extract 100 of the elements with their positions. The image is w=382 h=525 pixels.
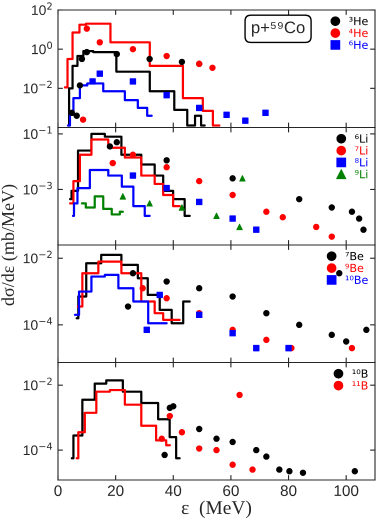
point <box>163 52 170 60</box>
point <box>170 403 176 410</box>
point <box>196 285 202 292</box>
point <box>285 344 292 352</box>
point <box>156 292 163 298</box>
y-tick-label: 10$^{−4}$ <box>24 442 52 456</box>
point <box>114 50 120 58</box>
point <box>263 208 270 215</box>
point <box>262 110 269 116</box>
y-axis-title: dσ/dε (mb/MeV) <box>1 184 18 306</box>
x-tick-label: 80 <box>280 485 296 496</box>
point <box>114 139 120 146</box>
annotation: p+⁵⁹Co <box>252 21 305 37</box>
point <box>84 25 90 32</box>
y-tick-label: 10$^{−2}$ <box>24 378 52 390</box>
point <box>348 208 356 215</box>
point <box>352 468 358 474</box>
point <box>110 160 116 166</box>
point <box>78 56 86 62</box>
legend-label: ⁶He <box>349 40 368 49</box>
legend-label: ⁴He <box>349 28 368 38</box>
y-tick-label: 10$^{−1}$ <box>24 126 52 139</box>
point <box>356 215 362 222</box>
point <box>178 429 186 436</box>
point <box>96 70 103 77</box>
legend-label: ⁸Li <box>355 158 368 166</box>
point <box>178 58 186 66</box>
point <box>223 112 230 118</box>
point <box>242 117 249 124</box>
point <box>161 452 168 458</box>
legend-label: ⁹Be <box>345 264 364 272</box>
point <box>253 344 260 352</box>
point <box>263 310 270 316</box>
point <box>89 78 96 85</box>
point <box>68 110 76 116</box>
point <box>229 438 236 446</box>
point <box>328 332 335 338</box>
point <box>280 214 286 220</box>
point <box>158 436 165 442</box>
point <box>163 295 170 302</box>
point <box>263 453 270 460</box>
point <box>209 64 216 71</box>
point <box>342 338 350 345</box>
y-tick-label: 10$^{−2}$ <box>24 250 52 264</box>
point <box>229 293 236 300</box>
point <box>120 193 126 200</box>
point <box>296 196 302 202</box>
legend-label: ¹⁰Be <box>346 276 368 284</box>
point <box>124 303 132 310</box>
y-tick-label: 10$^{2}$ <box>32 2 52 16</box>
point <box>196 426 202 432</box>
point <box>249 466 256 473</box>
x-tick-label: 0 <box>54 485 62 496</box>
point <box>140 285 146 292</box>
legend-label: ¹⁰B <box>352 369 368 378</box>
point <box>229 330 236 336</box>
point <box>130 78 136 85</box>
x-tick-label: 60 <box>223 485 239 496</box>
y-tick-label: 10$^{0}$ <box>32 42 52 54</box>
point <box>213 212 220 220</box>
point <box>196 178 202 184</box>
point <box>296 322 302 328</box>
point <box>328 204 335 211</box>
point <box>96 39 103 46</box>
point <box>74 112 80 119</box>
x-axis-title: ε (MeV) <box>182 500 252 518</box>
point <box>196 445 202 452</box>
legend-label: ⁶Li <box>355 134 368 143</box>
point <box>130 46 136 52</box>
point <box>336 270 342 276</box>
point <box>130 172 136 179</box>
point <box>229 215 236 222</box>
point <box>76 82 84 89</box>
point <box>229 192 236 198</box>
point <box>146 200 153 207</box>
point <box>178 204 186 211</box>
point <box>163 184 170 192</box>
point <box>84 48 90 56</box>
point <box>163 92 170 98</box>
y-tick-label: 10$^{−2}$ <box>24 80 52 94</box>
point <box>166 412 174 420</box>
point <box>80 116 86 123</box>
point <box>236 224 243 230</box>
point <box>229 462 236 468</box>
point <box>196 198 202 206</box>
point <box>236 392 243 398</box>
x-tick-label: 20 <box>108 485 124 496</box>
point <box>276 466 283 473</box>
legend-label: ⁹Li <box>355 170 368 178</box>
point <box>130 270 136 276</box>
point <box>213 446 220 454</box>
point <box>196 104 202 112</box>
point <box>229 175 236 182</box>
point <box>239 175 246 182</box>
point <box>300 470 306 476</box>
point <box>313 224 320 230</box>
point <box>253 226 260 233</box>
point <box>360 226 367 233</box>
legend-label: ⁷Be <box>346 252 364 260</box>
point <box>144 326 150 334</box>
